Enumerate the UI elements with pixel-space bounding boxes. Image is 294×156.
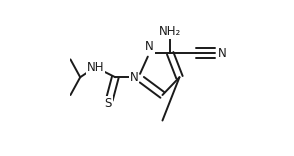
Text: NH₂: NH₂: [159, 25, 181, 38]
Text: N: N: [130, 71, 138, 84]
Text: S: S: [105, 97, 112, 110]
Text: N: N: [145, 40, 154, 53]
Text: N: N: [218, 47, 227, 60]
Text: NH: NH: [86, 61, 104, 74]
